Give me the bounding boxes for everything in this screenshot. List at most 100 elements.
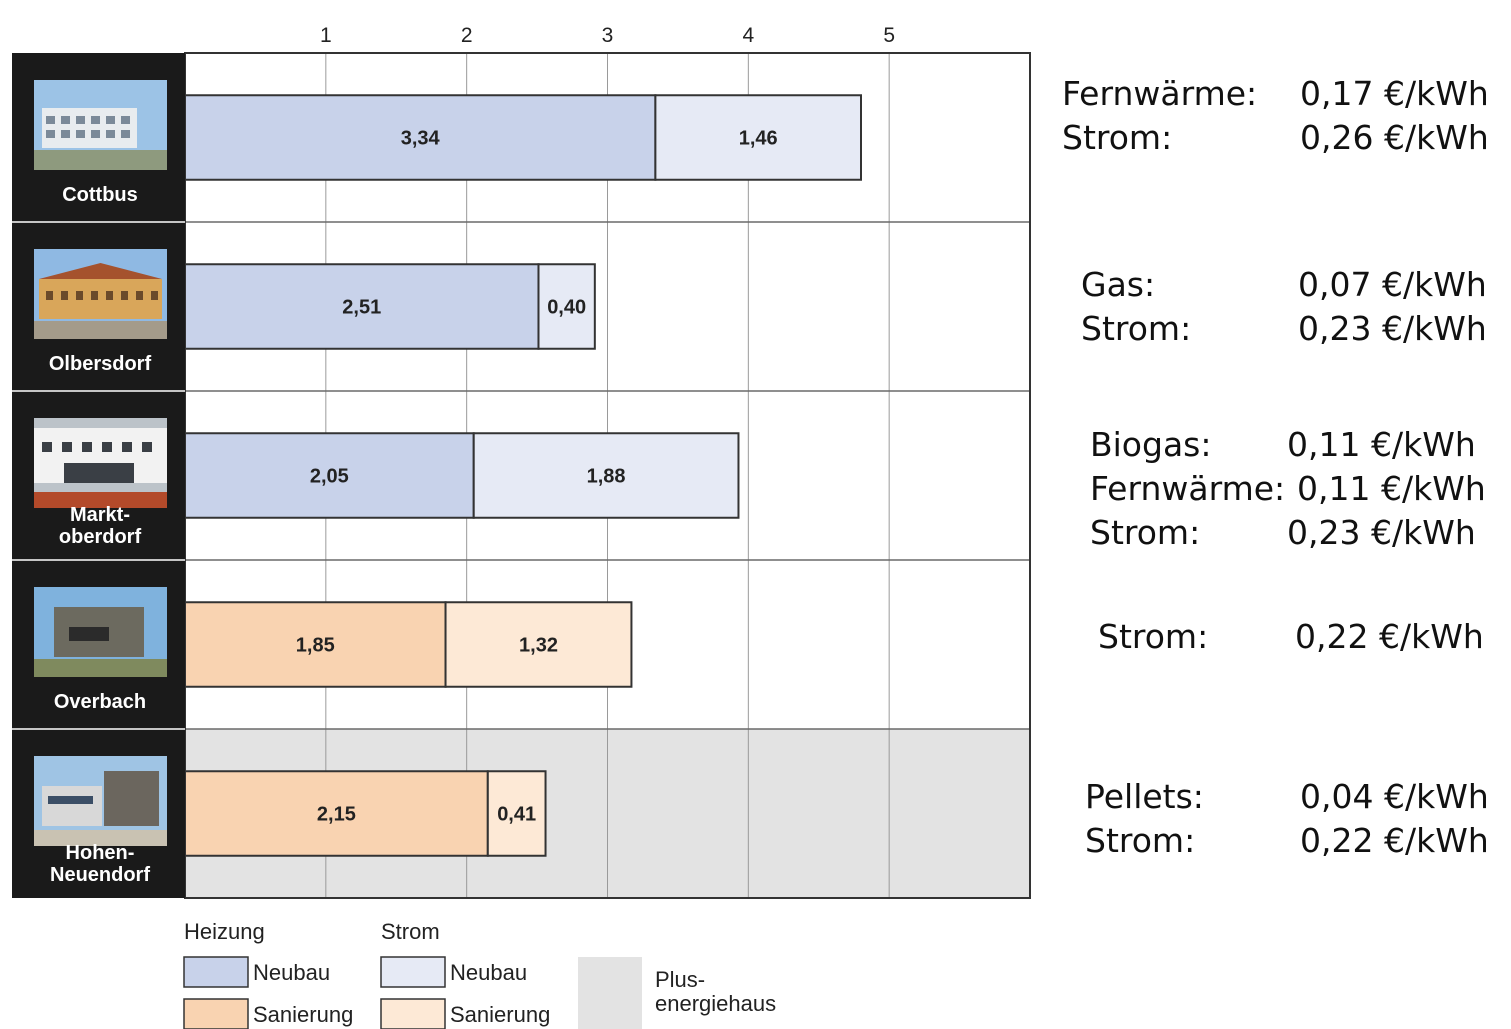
legend-heizung-title: Heizung	[184, 919, 265, 944]
photo-building	[42, 786, 102, 826]
photo-window	[121, 116, 130, 124]
photo-building	[39, 279, 162, 319]
photo-window	[69, 627, 109, 641]
photo-window	[91, 130, 100, 138]
photo-building	[104, 771, 159, 826]
site-label: Markt-	[70, 504, 130, 526]
photo-window	[121, 130, 130, 138]
energy-price-value: 0,17 €/kWh	[1300, 74, 1489, 113]
energy-carrier-label: Strom:	[1062, 118, 1172, 157]
bar-heizung	[184, 601, 447, 688]
site-label: Hohen-	[66, 842, 135, 864]
building-photo	[34, 587, 167, 677]
x-tick-label: 2	[461, 24, 473, 47]
photo-window	[142, 442, 152, 452]
legend-label-sanierung: Sanierung	[450, 1002, 550, 1027]
energy-price-value: 0,23 €/kWh	[1298, 309, 1487, 348]
energy-price-value: 0,23 €/kWh	[1287, 513, 1476, 552]
energy-price-value: 0,22 €/kWh	[1295, 617, 1484, 656]
photo-window	[91, 291, 98, 300]
photo-window	[102, 442, 112, 452]
photo-window	[61, 291, 68, 300]
photo-window	[122, 442, 132, 452]
site-label: Overbach	[54, 691, 146, 713]
photo-building	[42, 108, 137, 148]
energy-carrier-label: Fernwärme:	[1090, 469, 1285, 508]
photo-window	[76, 130, 85, 138]
legend-label-neubau: Neubau	[450, 960, 527, 985]
bar-value-label: 1,88	[587, 466, 626, 488]
bar-value-label: 2,05	[310, 466, 349, 488]
photo-window	[62, 442, 72, 452]
photo-entrance	[64, 463, 134, 483]
photo-window	[106, 116, 115, 124]
energy-carrier-label: Strom:	[1090, 513, 1200, 552]
photo-window	[76, 291, 83, 300]
photo-window	[46, 130, 55, 138]
legend-strom-title: Strom	[381, 919, 440, 944]
bar-heizung	[184, 770, 489, 857]
photo-window	[151, 291, 158, 300]
legend-label-plus: Plus-	[655, 967, 705, 992]
energy-price-value: 0,11 €/kWh	[1297, 469, 1486, 508]
bar-value-label: 1,46	[739, 128, 778, 150]
bar-heizung	[184, 263, 540, 350]
energy-carrier-label: Fernwärme:	[1062, 74, 1257, 113]
site-label: Olbersdorf	[49, 353, 152, 375]
energy-carrier-label: Gas:	[1081, 265, 1155, 304]
photo-ground	[34, 830, 167, 846]
photo-window	[106, 291, 113, 300]
legend-swatch-strom-neubau	[380, 956, 446, 988]
photo-window	[61, 116, 70, 124]
bar-strom	[444, 601, 633, 688]
bar-value-label: 3,34	[401, 128, 441, 150]
building-photo	[34, 418, 167, 508]
x-tick-label: 5	[883, 24, 895, 47]
energy-price-value: 0,04 €/kWh	[1300, 777, 1489, 816]
photo-window	[76, 116, 85, 124]
energy-price-value: 0,22 €/kWh	[1300, 821, 1489, 860]
building-photo	[34, 249, 167, 339]
photo-window	[48, 796, 93, 804]
photo-window	[91, 116, 100, 124]
bar-value-label: 1,85	[296, 635, 335, 657]
legend-label-neubau: Neubau	[253, 960, 330, 985]
energy-carrier-label: Strom:	[1081, 309, 1191, 348]
legend-label-sanierung: Sanierung	[253, 1002, 353, 1027]
legend-label-plus: energiehaus	[655, 991, 776, 1016]
energy-price-value: 0,07 €/kWh	[1298, 265, 1487, 304]
bar-strom	[654, 94, 863, 181]
photo-window	[46, 116, 55, 124]
bar-strom	[472, 432, 740, 519]
photo-window	[46, 291, 53, 300]
bar-value-label: 0,40	[547, 297, 586, 319]
x-tick-label: 3	[602, 24, 614, 47]
x-tick-label: 4	[742, 24, 754, 47]
bar-value-label: 2,15	[317, 804, 356, 826]
energy-carrier-label: Biogas:	[1090, 425, 1211, 464]
photo-ground	[34, 659, 167, 677]
bar-value-label: 0,41	[497, 804, 536, 826]
photo-window	[61, 130, 70, 138]
bar-value-label: 1,32	[519, 635, 558, 657]
photo-ground	[34, 492, 167, 508]
bar-strom	[537, 263, 596, 350]
photo-window	[121, 291, 128, 300]
photo-window	[136, 291, 143, 300]
energy-carrier-label: Strom:	[1098, 617, 1208, 656]
site-label: Cottbus	[62, 184, 138, 206]
photo-ground	[34, 321, 167, 339]
site-label: oberdorf	[59, 526, 142, 548]
building-photo	[34, 756, 167, 846]
bar-value-label: 2,51	[342, 297, 381, 319]
photo-ground	[34, 150, 167, 170]
photo-roof	[39, 263, 162, 279]
site-label: Neuendorf	[50, 864, 150, 886]
energy-carrier-label: Strom:	[1085, 821, 1195, 860]
building-photo	[34, 80, 167, 170]
legend-swatch-plusenergiehaus	[578, 957, 642, 1029]
energy-price-value: 0,11 €/kWh	[1287, 425, 1476, 464]
legend-swatch-heizung-neubau	[183, 956, 249, 988]
legend-swatch-heizung-sanierung	[183, 998, 249, 1029]
